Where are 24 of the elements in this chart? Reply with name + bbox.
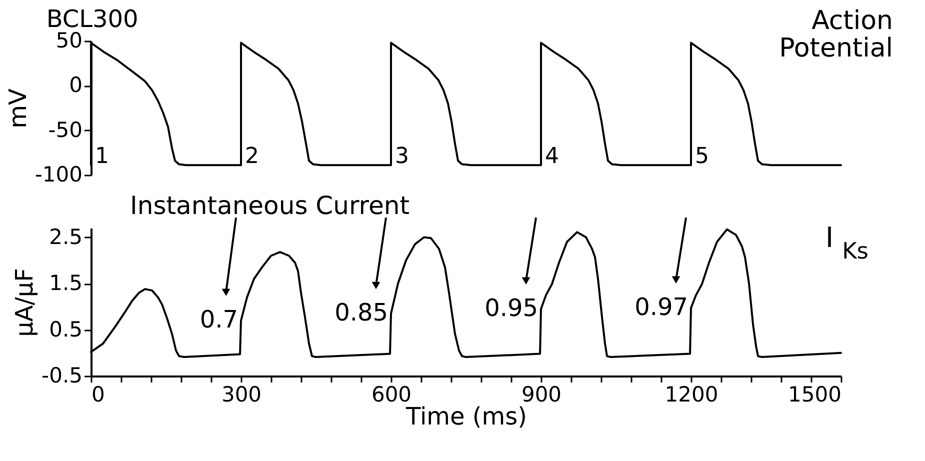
y-axis-title: μA/μF (10, 268, 39, 337)
annotation: 2 (245, 144, 259, 170)
y-axis-title: mV (4, 88, 32, 128)
x-tick-label: 1500 (788, 382, 842, 406)
annotation: 0.85 (334, 298, 388, 327)
annotation: 0.97 (634, 293, 688, 322)
annotation: 0.95 (484, 294, 538, 322)
y-tick-label: -0.5 (42, 364, 82, 388)
y-tick-label: -100 (34, 162, 82, 186)
x-tick-label: 0 (92, 382, 105, 406)
y-tick-label: 2.5 (49, 224, 82, 249)
y-tick-label: 0 (69, 73, 82, 98)
annotation: 1 (95, 144, 109, 170)
x-tick-label: 1200 (664, 382, 718, 406)
annotation: 0.7 (200, 306, 238, 334)
annotation: Action Potential (779, 6, 893, 64)
y-tick-label: -50 (48, 118, 82, 142)
y-tick-label: 0.5 (49, 317, 82, 342)
annotation: 5 (695, 144, 709, 170)
text: Instantaneous Current (130, 191, 410, 220)
x-tick-label: 300 (221, 382, 262, 406)
annotation: 4 (545, 144, 559, 170)
annotation: 3 (395, 144, 409, 170)
y-tick-label: 1.5 (49, 271, 82, 295)
